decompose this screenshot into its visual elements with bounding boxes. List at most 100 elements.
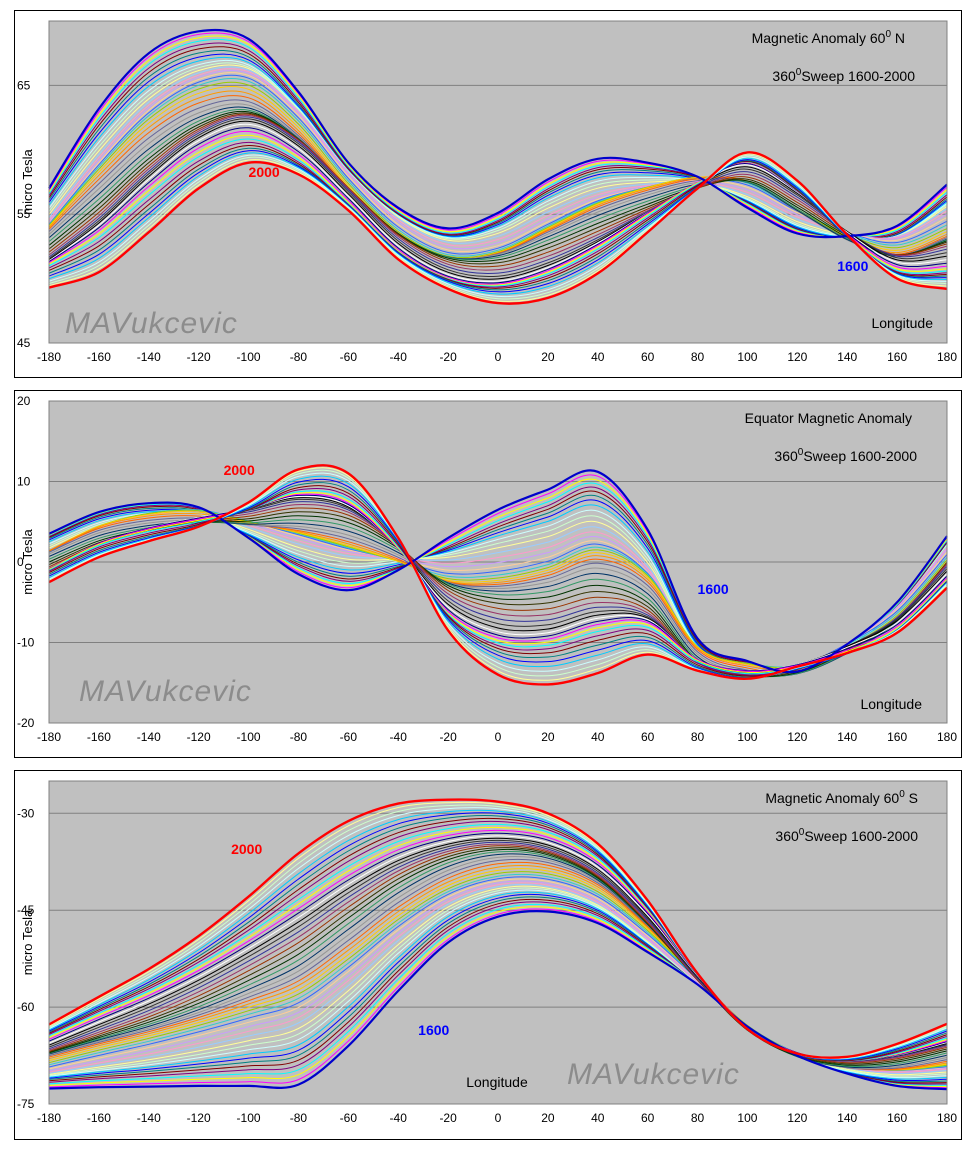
x-tick-label: 120 [787,730,807,744]
watermark: MAVukcevic [65,307,238,340]
chart-subtitle: 3600Sweep 1600-2000 [772,67,915,84]
series-line-1600 [48,469,948,674]
sweep-line [48,56,948,240]
x-tick-label: 120 [787,350,807,364]
watermark: MAVukcevic [79,675,252,708]
x-tick-label: -20 [439,350,457,364]
x-tick-label: 120 [787,1111,807,1125]
x-tick-label: 100 [737,730,757,744]
x-tick-label: 140 [837,350,857,364]
sweep-line [48,112,948,265]
x-tick-label: -60 [340,730,358,744]
sweep-line [48,109,948,261]
north-60-chart-panel: 1600 2000 45 55 65 -180 -160 -140 -120 -100 -80 -60… [14,10,962,378]
x-tick-label: 0 [495,350,502,364]
series-line-1600 [48,910,948,1091]
x-tick-label: -100 [237,730,261,744]
y-axis-label: micro Tesla [20,148,35,214]
y-axis-label: micro Tesla [20,909,35,975]
y-tick-label: -20 [17,716,35,730]
chart-subtitle: 3600Sweep 1600-2000 [774,447,917,464]
y-tick-label: 0 [17,555,24,569]
x-tick-label: 40 [591,730,605,744]
sweep-line [48,147,948,291]
x-tick-label: -40 [390,350,408,364]
x-axis-label: Longitude [860,696,922,712]
plot-frame [48,780,948,1105]
series-line-2000 [48,464,948,686]
sweep-line [48,64,948,242]
series-line-1600 [48,28,948,239]
y-tick-label: -75 [17,1097,35,1111]
x-tick-label: 40 [591,350,605,364]
x-tick-label: -60 [340,350,358,364]
x-tick-label: -40 [390,730,408,744]
plot-frame [48,400,948,724]
sweep-line [48,42,948,238]
x-tick-label: 0 [495,1111,502,1125]
x-tick-label: 80 [691,350,705,364]
x-tick-label: -120 [187,730,211,744]
equator-chart-panel: 1600 2000 -20 -10 0 10 20 -180 -160 -140 -120 -100-… [14,390,962,758]
sweep-line [48,150,948,293]
sweep-line [48,114,948,271]
x-tick-label: 60 [641,730,655,744]
x-tick-label: -180 [37,350,61,364]
x-tick-label: 20 [541,1111,555,1125]
y-tick-label: -45 [17,903,35,917]
chart-title: Magnetic Anomaly 600 N [752,29,905,46]
sweep-line [48,38,948,237]
y-tick-label: 20 [17,394,31,408]
series-label-1600: 1600 [837,258,868,274]
x-tick-label: 60 [641,350,655,364]
series-line-2000 [48,151,948,305]
sweep-line [48,110,948,263]
x-tick-label: 100 [737,350,757,364]
y-axis-label: micro Tesla [20,528,35,594]
sweep-line [48,116,948,274]
south-60-chart-panel: 1600 2000 -75 -60 -45 -30 -180 -160 -140 -120 -100… [14,770,962,1140]
x-tick-label: 160 [887,1111,907,1125]
x-tick-label: 0 [495,730,502,744]
series-line-2000 [48,798,948,1059]
x-tick-label: -100 [237,1111,261,1125]
x-tick-label: 20 [541,350,555,364]
x-tick-label: -20 [439,730,457,744]
watermark: MAVukcevic [567,1058,740,1091]
sweep-line [48,113,948,268]
sweep-line [48,72,948,253]
sweep-line [48,35,948,237]
x-tick-label: -120 [187,350,211,364]
x-tick-label: -160 [87,1111,111,1125]
chart-title: Equator Magnetic Anomaly [745,410,912,426]
x-tick-label: -80 [290,730,308,744]
x-tick-label: -120 [187,1111,211,1125]
y-tick-label: -30 [17,806,35,820]
sweep-line [48,69,948,250]
chart-title: Magnetic Anomaly 600 S [765,789,918,806]
y-tick-label: 65 [17,78,31,92]
x-tick-label: 160 [887,730,907,744]
sweep-line [48,494,948,672]
sweep-line [48,103,948,260]
x-tick-label: -140 [137,1111,161,1125]
series-label-2000: 2000 [231,841,262,857]
x-tick-label: -180 [37,1111,61,1125]
x-tick-label: -80 [290,350,308,364]
x-tick-label: -100 [237,350,261,364]
x-tick-label: 180 [937,350,957,364]
series-label-2000: 2000 [224,462,255,478]
series-label-1600: 1600 [418,1022,449,1038]
x-tick-label: -80 [290,1111,308,1125]
sweep-line [48,154,948,298]
sweep-line [48,144,948,289]
sweep-line [48,154,948,300]
x-tick-label: -180 [37,730,61,744]
sweep-line [48,49,948,240]
x-tick-label: 180 [937,1111,957,1125]
y-tick-label: 55 [17,207,31,221]
sweep-line [48,152,948,295]
series-label-1600: 1600 [698,581,729,597]
x-axis-label: Longitude [466,1074,528,1090]
